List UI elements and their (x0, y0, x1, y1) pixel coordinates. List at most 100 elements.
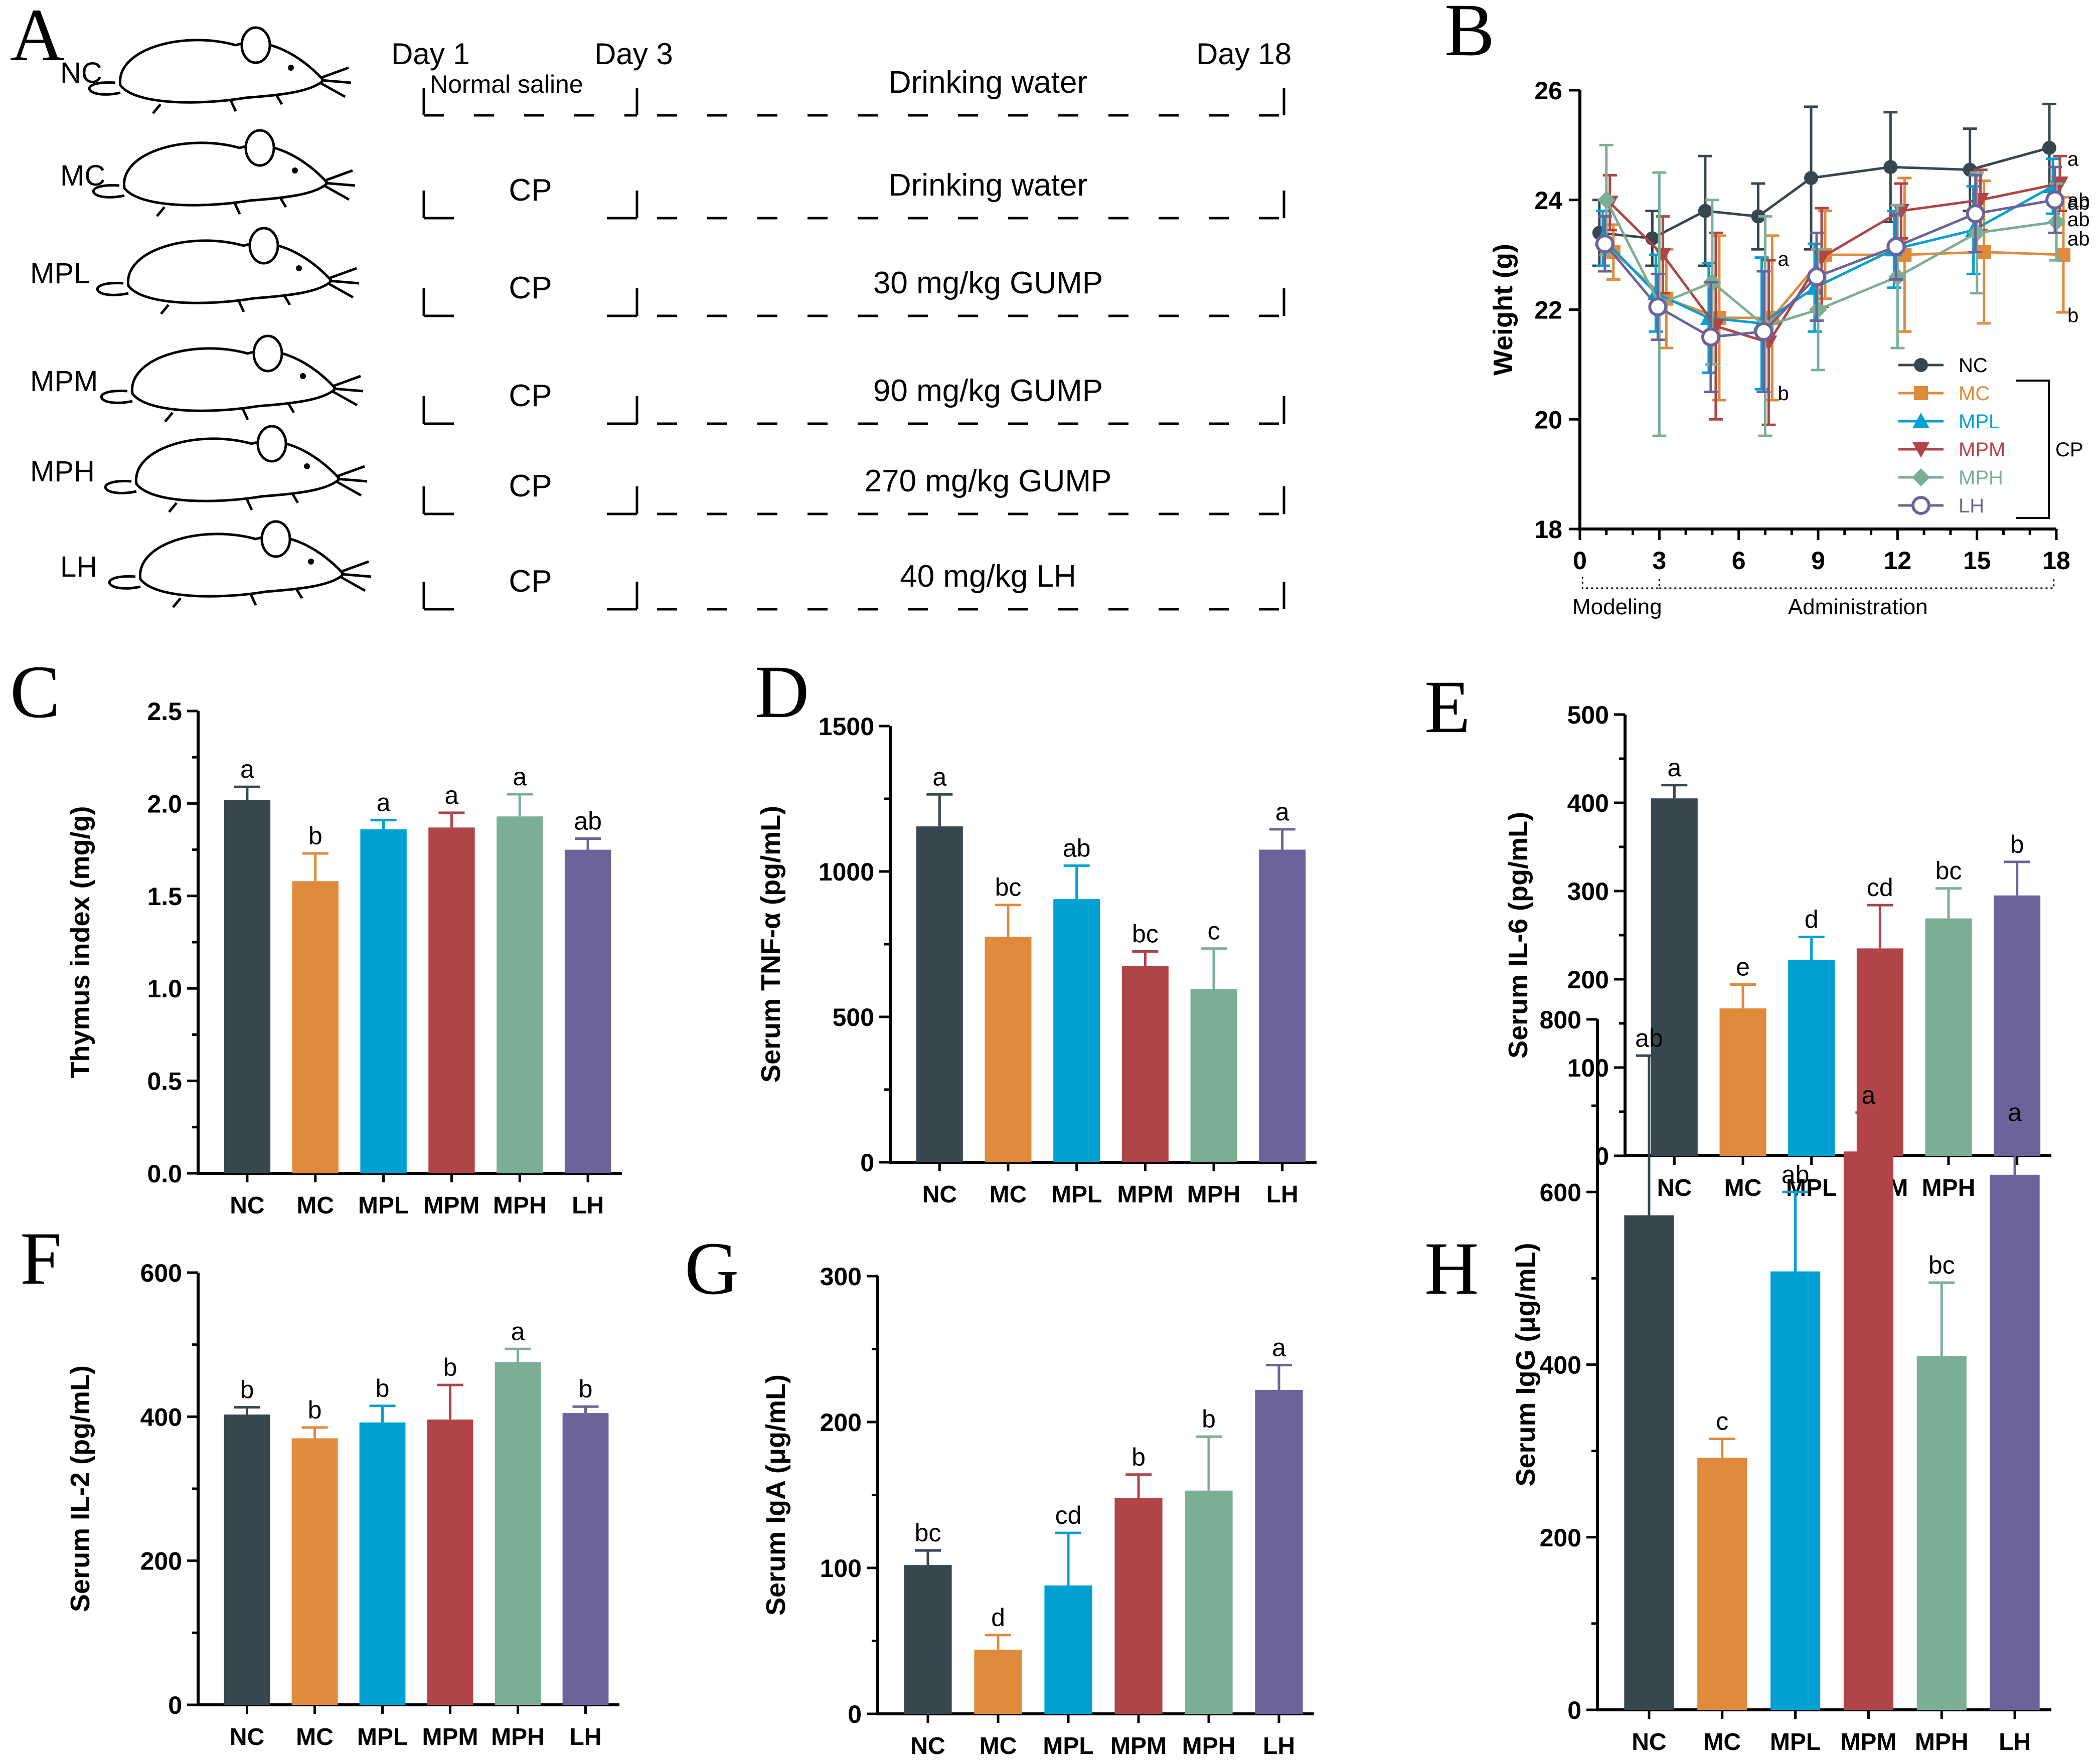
legend-marker (1912, 413, 1929, 428)
sig-label: d (991, 1604, 1005, 1632)
x-tick-label: MPL (1051, 1181, 1102, 1208)
mouse-ear (248, 227, 279, 265)
day-label-18: Day 18 (1196, 37, 1292, 71)
series-mpm: ab (1601, 154, 2090, 426)
group-label: NC (60, 57, 102, 89)
cp-bracket (2016, 380, 2050, 519)
sig-annotation: a (1778, 248, 1789, 270)
sig-label: ab (1782, 1160, 1810, 1188)
bar-group-mph: MPH bc (1915, 1251, 1969, 1755)
y-tick-label: 22 (1534, 296, 1562, 324)
data-point (1804, 171, 1818, 185)
weight-line-chart: 18 20 22 24 26 0 3 6 9 12 15 18 Weight (g) Modeling Ad… (1488, 77, 2090, 619)
panel-letter-g: G (685, 1227, 739, 1310)
error-bar (1730, 983, 1756, 1009)
bar-group-nc: NC a (916, 763, 963, 1208)
scheme-row-mpl: MPL CP 30 mg/kg GUMP (30, 227, 1285, 317)
bar-group-nc: NC a (1651, 754, 1698, 1201)
mouse-illustration (100, 334, 364, 423)
y-tick-label: 0 (860, 1149, 874, 1177)
sig-label: a (1272, 1334, 1286, 1362)
mouse-tail (104, 480, 137, 494)
phase-label-modeling: Modeling (1572, 595, 1662, 619)
data-point (1966, 204, 1985, 224)
sig-label: ab (574, 807, 602, 835)
x-tick-label: LH (1266, 1181, 1299, 1208)
error-bar (437, 1383, 463, 1420)
error-bar (1201, 947, 1227, 989)
y-axis-title: Serum IgA (μg/mL) (761, 1374, 791, 1616)
sig-label: a (377, 789, 391, 817)
x-tick-label: MPM (1110, 1733, 1167, 1759)
error-bar (1063, 864, 1090, 900)
mouse-ear (256, 425, 287, 463)
y-axis-title: Serum IgG (μg/mL) (1511, 1243, 1541, 1486)
data-point (1648, 297, 1668, 317)
bar-group-lh: LH b (562, 1375, 609, 1750)
treatment-label: Drinking water (889, 65, 1087, 100)
sig-label: cd (1055, 1501, 1082, 1529)
sig-label: b (308, 822, 322, 850)
x-tick-label: 15 (1963, 547, 1991, 575)
bar (224, 800, 271, 1173)
bar-group-mc: MC b (292, 822, 339, 1219)
x-tick-label: 0 (1573, 547, 1587, 575)
y-tick-label: 18 (1534, 515, 1562, 544)
modeling-agent-label: CP (509, 271, 552, 305)
bar (428, 827, 475, 1173)
data-point (2045, 190, 2064, 210)
error-bar (1935, 887, 1962, 919)
bar-group-mpm: MPM bc (1117, 920, 1173, 1208)
bar-group-mpm: MPM b (422, 1353, 478, 1750)
y-tick-label: 0 (1567, 1696, 1581, 1724)
end-sig-label: ab (2067, 209, 2090, 231)
sig-label: b (579, 1375, 593, 1403)
sig-label: ab (1635, 1024, 1663, 1052)
x-tick-label: MC (1724, 1175, 1762, 1201)
sig-label: bc (1935, 857, 1962, 885)
bar (1916, 1356, 1967, 1710)
x-tick-label: MC (296, 1192, 334, 1219)
x-tick-label: NC (910, 1733, 945, 1759)
sig-label: b (240, 1376, 254, 1404)
x-tick-label: LH (572, 1192, 604, 1219)
y-tick-label: 200 (140, 1547, 182, 1575)
y-tick-label: 400 (1567, 789, 1609, 817)
legend-marker (1912, 442, 1929, 458)
y-axis-title: Serum IL-6 (pg/mL) (1503, 812, 1533, 1059)
bar (495, 1362, 541, 1705)
sig-label: a (1862, 1081, 1876, 1109)
data-point (1754, 322, 1773, 341)
legend-marker (1914, 358, 1928, 372)
y-axis-title: Serum IL-2 (pg/mL) (65, 1365, 95, 1612)
series-nc: a (1592, 102, 2079, 267)
x-tick-label: LH (1999, 1729, 2031, 1755)
y-axis-title: Serum TNF-α (pg/mL) (756, 806, 786, 1083)
normal-saline-label: Normal saline (430, 70, 583, 98)
x-tick-label: MC (990, 1181, 1027, 1208)
mouse-body (131, 347, 338, 412)
bar-group-mph: MPH bc (1922, 857, 1976, 1201)
mouse-whiskers (323, 169, 356, 201)
bar (1856, 948, 1903, 1156)
mouse-whiskers (339, 560, 372, 592)
error-bar (1269, 828, 1296, 850)
y-tick-label: 300 (820, 1263, 862, 1291)
error-bar (1636, 1054, 1662, 1215)
mouse-feet (152, 93, 283, 114)
igg-bar-chart: 0 200 400 600 800 Serum IgG (μg/mL) NC ab MC c MPL… (1511, 1006, 2051, 1755)
mouse-feet (164, 402, 295, 423)
bar-group-mph: MPH a (491, 1317, 545, 1750)
error-bar (1709, 1438, 1735, 1458)
bar (1925, 918, 1972, 1156)
panel-letter-e: E (1424, 665, 1471, 749)
y-tick-label: 200 (820, 1408, 862, 1437)
bar (1044, 1585, 1092, 1714)
x-tick-label: MPH (491, 1724, 545, 1750)
x-tick-label: MPL (1043, 1733, 1093, 1759)
bar (427, 1420, 473, 1705)
bar (1994, 895, 2041, 1156)
bar (360, 829, 407, 1173)
